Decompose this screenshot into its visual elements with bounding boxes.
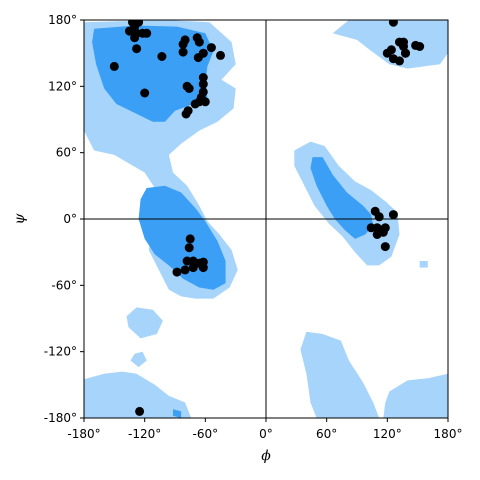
data-point — [380, 242, 390, 252]
data-point — [395, 56, 404, 66]
data-point — [125, 26, 134, 36]
data-point — [198, 257, 208, 267]
y-tick-label: -180° — [44, 411, 77, 425]
y-tick-label: -60° — [51, 278, 77, 292]
allowed-region-8 — [419, 261, 428, 268]
x-tick-label: 120° — [373, 427, 402, 441]
data-point — [378, 227, 388, 237]
data-point — [386, 45, 396, 55]
allowed-region-7 — [383, 373, 448, 418]
data-point — [130, 33, 140, 43]
data-point — [180, 265, 190, 275]
data-point — [183, 106, 193, 116]
allowed-region-2 — [84, 371, 192, 418]
data-point — [135, 406, 145, 416]
data-point — [185, 234, 195, 244]
data-point — [194, 37, 204, 47]
allowed-region-1 — [126, 307, 163, 339]
allowed-region-6 — [300, 331, 380, 418]
data-point — [172, 267, 182, 277]
data-point — [206, 43, 216, 53]
y-axis-ticks: -180° -120° -60° 0° 60° 120° 180° — [44, 13, 84, 425]
data-point — [198, 79, 208, 89]
data-point — [178, 39, 188, 49]
y-tick-label: -120° — [44, 345, 77, 359]
x-tick-label: -60° — [193, 427, 219, 441]
plot-area — [83, 19, 449, 419]
data-point — [415, 42, 425, 51]
x-tick-label: 60° — [316, 427, 337, 441]
data-points — [109, 20, 425, 416]
y-tick-label: 0° — [63, 212, 77, 226]
y-tick-label: 120° — [48, 79, 77, 93]
data-point — [142, 28, 152, 38]
data-point — [184, 243, 194, 253]
allowed-region-5 — [332, 20, 448, 69]
y-axis-label: ψ — [12, 212, 28, 224]
allowed-region-3 — [130, 351, 147, 368]
y-tick-label: 60° — [56, 146, 77, 160]
data-point — [178, 47, 188, 57]
data-point — [399, 37, 408, 47]
data-point — [188, 263, 198, 273]
data-point — [140, 88, 150, 98]
x-tick-label: -120° — [128, 427, 161, 441]
data-point — [198, 73, 208, 82]
data-point — [388, 20, 398, 27]
data-point — [182, 81, 192, 91]
x-axis-label: ϕ — [261, 448, 271, 464]
data-point — [401, 48, 410, 58]
data-point — [198, 48, 208, 58]
x-tick-label: 0° — [259, 427, 273, 441]
x-axis-ticks: -180° -120° -60° 0° 60° 120° 180° — [67, 418, 462, 441]
x-tick-label: 180° — [434, 427, 463, 441]
favoured-region-2 — [310, 157, 374, 239]
y-tick-label: 180° — [48, 13, 77, 27]
data-point — [388, 210, 398, 220]
data-point — [216, 50, 225, 60]
data-point — [157, 52, 167, 61]
x-tick-label: -180° — [67, 427, 100, 441]
data-point — [190, 99, 200, 109]
favoured-region-1 — [138, 185, 226, 290]
data-point — [109, 61, 119, 71]
data-point — [132, 44, 142, 54]
data-point — [374, 212, 384, 222]
favoured-region-3 — [173, 409, 182, 418]
